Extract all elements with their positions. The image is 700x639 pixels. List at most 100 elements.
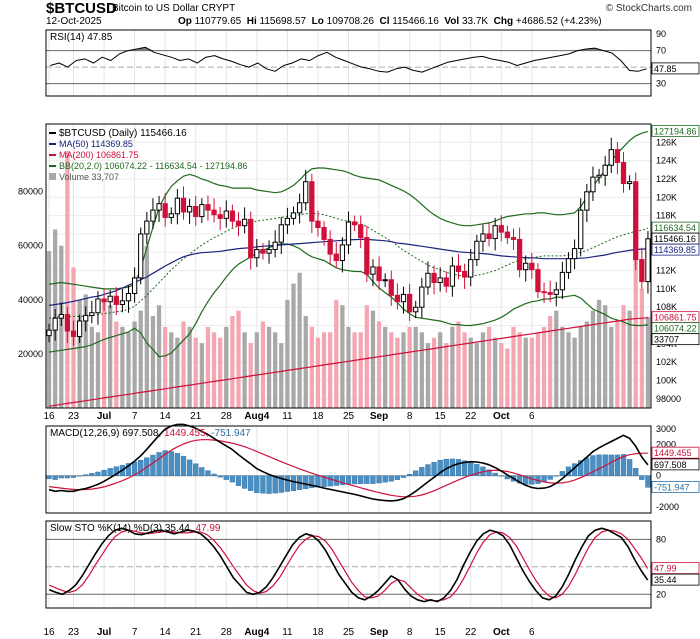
- volume-bar: [444, 343, 449, 408]
- stochastic-title: Slow STO %K(14) %D(3) 35.44, 47.99: [50, 523, 221, 534]
- macd-y-tick: 2000: [656, 440, 676, 450]
- price-last-value-box: [651, 124, 700, 137]
- stochastic-panel: Slow STO %K(14) %D(3) 35.44, 47.99 80502…: [43, 520, 700, 638]
- candle-body: [235, 220, 242, 227]
- x-axis-label: Sep: [370, 411, 388, 422]
- volume-bar: [370, 310, 376, 408]
- macd-histogram-bar: [584, 457, 590, 476]
- volume-bar: [321, 332, 327, 408]
- price-last-value-box: [651, 333, 700, 346]
- price-y-tick: 108K: [656, 302, 677, 312]
- stochastic-k-line: [48, 527, 649, 603]
- high-label: Hi: [246, 16, 257, 27]
- macd-histogram-bar: [150, 454, 156, 476]
- volume-bar: [132, 321, 137, 408]
- candle-body: [193, 205, 199, 218]
- volume-bar: [181, 321, 186, 408]
- x-axis-label: 22: [465, 411, 477, 422]
- candle-body: [101, 298, 107, 303]
- candle-body: [645, 238, 651, 283]
- volume-bar: [517, 332, 522, 408]
- macd-title-part: MACD(12,26,9) 697.508,: [50, 428, 164, 439]
- macd-histogram-bar: [364, 475, 370, 484]
- macd-title-part: -751.947: [211, 428, 251, 439]
- candle-body: [565, 258, 572, 273]
- x-axis-label: 28: [221, 627, 233, 638]
- macd-y-tick: -2000: [656, 502, 679, 512]
- volume-bar: [548, 316, 553, 408]
- macd-histogram-bar: [468, 461, 474, 476]
- macd-histogram-bar: [107, 468, 113, 476]
- macd-histogram-bar: [229, 475, 236, 483]
- rsi-panel: RSI(14) 47.859070503047.85: [45, 29, 700, 97]
- macd-histogram-bar: [284, 475, 291, 492]
- volume-bar: [211, 332, 217, 408]
- macd-histogram-bar: [260, 475, 266, 494]
- candle-body: [260, 249, 266, 254]
- candle-body: [46, 329, 52, 337]
- macd-histogram-bar: [596, 454, 602, 476]
- volume-bar: [242, 332, 247, 408]
- volume-bar: [59, 245, 64, 408]
- macd-histogram-bar: [89, 473, 95, 476]
- candle-body: [113, 295, 119, 305]
- volume-bar: [291, 283, 296, 408]
- macd-histogram-bar: [156, 452, 162, 476]
- candle-body: [315, 220, 321, 229]
- candle-body: [284, 217, 291, 226]
- volume-bar: [297, 272, 302, 408]
- macd-histogram-bar: [199, 467, 205, 476]
- candle-body: [633, 181, 639, 261]
- x-axis-label: 16: [43, 411, 55, 422]
- volume-bar: [315, 337, 321, 408]
- close-value: 115466.16: [392, 16, 439, 27]
- price-y-tick: 112K: [656, 266, 676, 276]
- x-axis-label: 23: [68, 411, 80, 422]
- candle-body: [174, 197, 181, 215]
- candle-body: [370, 266, 376, 275]
- volume-bar: [621, 305, 626, 408]
- macd-histogram-bar: [376, 475, 382, 484]
- macd-histogram-bar: [455, 459, 462, 476]
- macd-histogram-bar: [241, 475, 248, 489]
- macd-title: MACD(12,26,9) 697.508, 1449.455, -751.94…: [50, 428, 251, 439]
- macd-histogram-bar: [248, 475, 254, 491]
- macd-histogram-bar: [83, 474, 89, 476]
- rsi-last-value-box: [651, 62, 700, 75]
- macd-histogram-bar: [547, 475, 553, 480]
- x-axis-label: 11: [282, 627, 293, 638]
- macd-histogram-bar: [516, 475, 523, 484]
- candle-body: [394, 294, 401, 303]
- candle-body: [388, 279, 394, 296]
- volume-bar: [468, 337, 473, 408]
- candle-body: [309, 181, 315, 222]
- volume-bar: [83, 294, 88, 408]
- bb-lower-line: [49, 243, 648, 358]
- macd-histogram-bar: [590, 455, 596, 476]
- stochastic-title-part: 47.99: [195, 523, 220, 534]
- macd-last-value-box: [651, 458, 700, 471]
- symbol-title: $BTCUSD: [46, 0, 117, 17]
- price-last-value: 115466.16: [654, 234, 696, 244]
- candle-body: [535, 269, 541, 293]
- volume-bar: [358, 332, 363, 408]
- macd-histogram-bar: [608, 454, 614, 476]
- candle-body: [529, 262, 535, 271]
- candle-body: [180, 197, 187, 213]
- macd-histogram-bar: [64, 475, 71, 479]
- volume-bar: [236, 310, 241, 408]
- candle-body: [590, 176, 596, 193]
- macd-histogram-bar: [431, 461, 437, 476]
- rsi-y-tick: 70: [656, 46, 666, 56]
- candle-body: [419, 286, 425, 308]
- candle-body: [455, 265, 462, 272]
- volume-bar: [364, 305, 369, 408]
- macd-histogram-bar: [559, 471, 566, 476]
- volume-bar: [218, 337, 223, 408]
- candle-body: [486, 233, 492, 240]
- chart-date: 12-Oct-2025: [46, 16, 102, 27]
- volume-bar: [566, 332, 571, 408]
- candle-body: [52, 317, 58, 331]
- macd-histogram-bar: [217, 475, 223, 478]
